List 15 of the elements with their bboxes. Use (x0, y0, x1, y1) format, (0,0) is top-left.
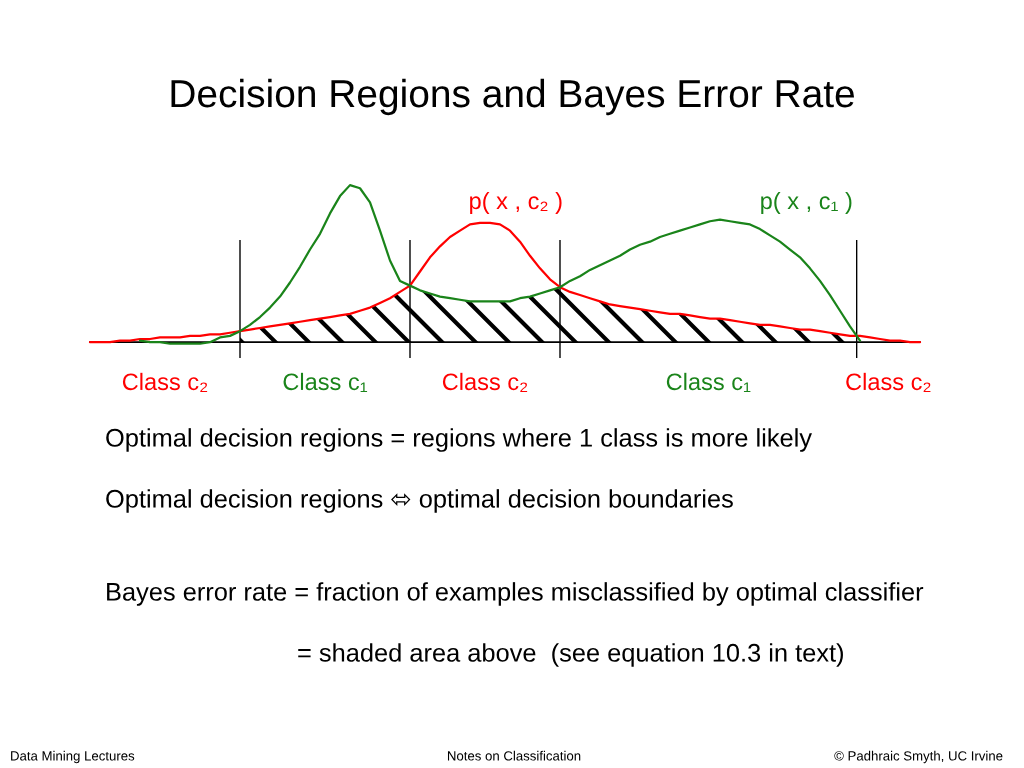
text: Class c₂ (442, 372, 528, 392)
text: Class c₂ (846, 372, 931, 392)
text: © Padhraic Smyth, UC Irvine (834, 750, 1003, 764)
chart-title: Decision Regions and Bayes Error Rate (171, 78, 854, 116)
text: Class c₁ (666, 372, 751, 392)
text: Class c₂ (122, 372, 208, 392)
text: Notes on Classification (447, 750, 581, 761)
series-label: p( x , c₁ ) (761, 191, 852, 214)
text: Data Mining Lectures (11, 750, 135, 764)
text: Class c₁ (283, 372, 368, 392)
text: = shaded area above (see equation 10.3 in text) (298, 643, 843, 667)
text: Optimal decision regions ⬄ optimal decision boundaries (106, 489, 733, 513)
text: Bayes error rate = fraction of examples misclassified by optimal classifier (107, 582, 924, 606)
series-label: p( x , c₂ ) (470, 191, 562, 214)
text: Optimal decision regions = regions where 1 class is more likely (106, 428, 812, 452)
